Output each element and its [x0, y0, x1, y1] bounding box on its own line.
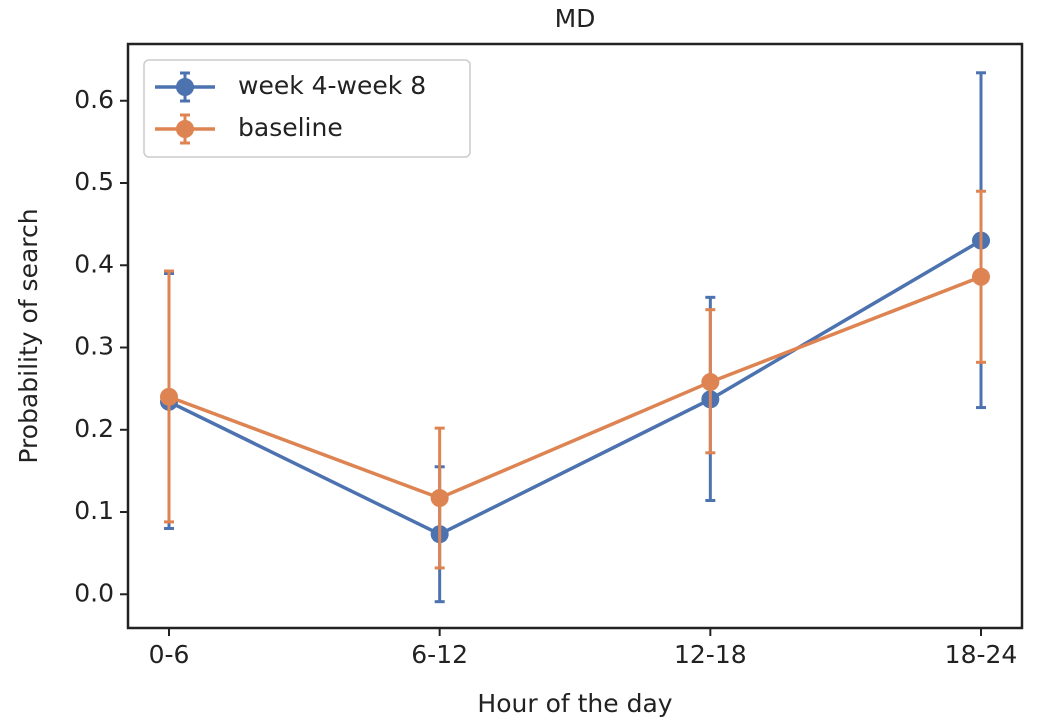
x-tick-label: 18-24 — [945, 640, 1018, 669]
y-tick-label: 0.3 — [74, 332, 114, 361]
y-tick-label: 0.0 — [74, 578, 114, 607]
y-tick-label: 0.4 — [74, 249, 114, 278]
point — [160, 387, 178, 406]
legend-label: baseline — [238, 113, 343, 142]
series-line — [168, 275, 982, 500]
chart-title: MD — [555, 4, 596, 33]
y-tick-label: 0.5 — [74, 167, 114, 196]
x-tick-label: 0-6 — [149, 640, 190, 669]
point — [701, 373, 720, 392]
y-tick-label: 0.2 — [74, 414, 114, 443]
y-axis-label: Probability of search — [14, 208, 43, 463]
series-line — [168, 239, 982, 537]
point — [430, 489, 449, 508]
x-axis-label: Hour of the day — [477, 689, 672, 718]
x-tick-label: 12-18 — [674, 640, 747, 669]
x-tick-label: 6-12 — [411, 640, 468, 669]
legend-box — [143, 59, 471, 158]
legend-label: week 4-week 8 — [238, 71, 426, 100]
point — [972, 267, 990, 286]
y-tick-label: 0.6 — [74, 85, 114, 114]
legend-marker — [176, 120, 194, 138]
plot-frame — [126, 42, 1024, 630]
y-tick-label: 0.1 — [74, 496, 114, 525]
legend-marker — [176, 78, 194, 96]
